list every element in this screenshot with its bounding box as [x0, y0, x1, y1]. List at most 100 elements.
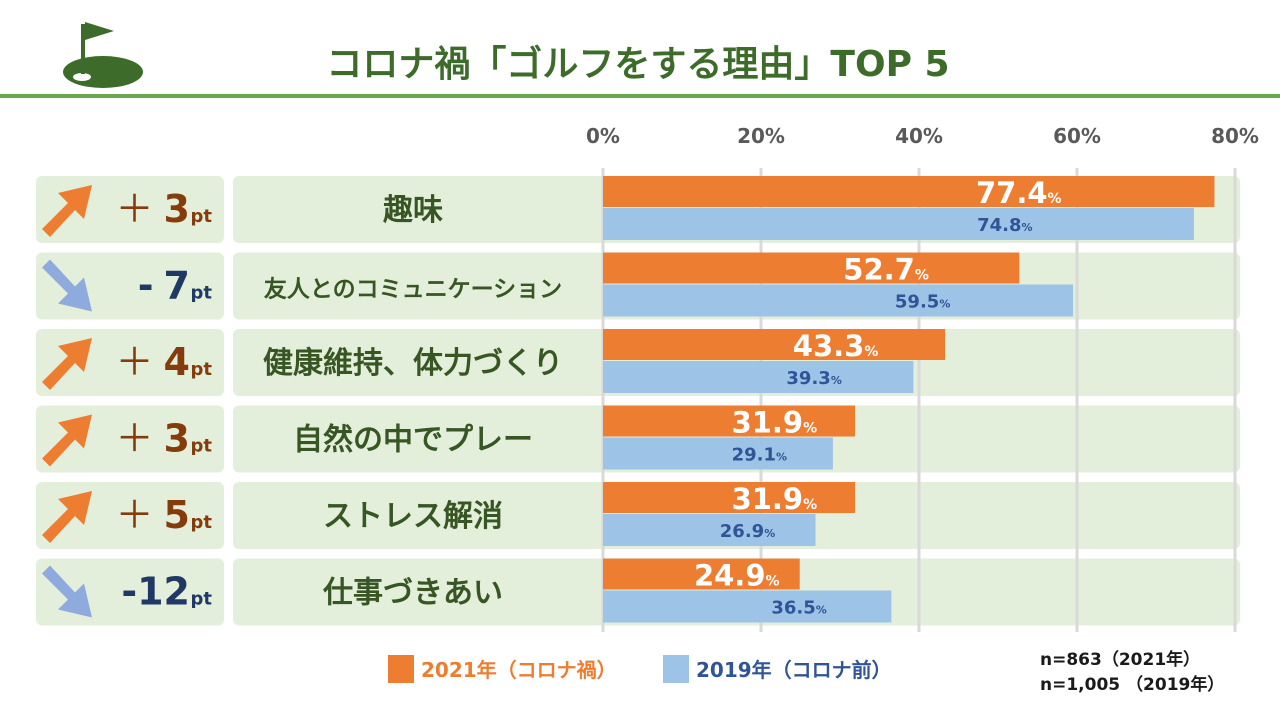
x-tick-label: 0%: [586, 124, 620, 148]
bar-2019-value: 26.9%: [720, 521, 775, 542]
bar-2019-value-number: 74.8: [977, 215, 1021, 236]
legend-label-2019: 2019年（コロナ前）: [696, 658, 892, 682]
change-number: 5: [164, 493, 190, 537]
bar-2021-value-unit: %: [1048, 191, 1062, 207]
bar-2021: [603, 558, 800, 590]
bar-2021-value: 43.3%: [793, 329, 879, 363]
legend-swatch-2021: [388, 655, 414, 683]
bar-2021-value: 77.4%: [976, 176, 1062, 210]
change-value: -12: [121, 570, 190, 614]
change-number: 3: [164, 417, 190, 461]
x-tick-label: 60%: [1053, 124, 1101, 148]
bar-2021-value-number: 52.7: [843, 253, 915, 287]
bar-2019: [603, 208, 1194, 240]
category-label: 仕事づきあい: [322, 576, 503, 611]
change-unit: pt: [191, 283, 213, 304]
chart-rows: ＋ 3 pt 趣味- 7 pt 友人とのコミュニケーション＋ 4 pt 健康維持、体力づくり＋ 3 p…: [36, 176, 1240, 626]
page-title: コロナ禍「ゴルフをする理由」TOP 5: [326, 43, 949, 85]
bar-2019-value-number: 36.5: [771, 598, 815, 619]
arrow-up-icon: [42, 338, 92, 390]
change-number: 4: [164, 340, 190, 384]
change-sign: ＋: [116, 493, 154, 537]
bar-2021: [603, 176, 1215, 207]
bar-2021: [603, 405, 856, 437]
category-label: ストレス解消: [323, 499, 503, 534]
bar-2019-value: 39.3%: [786, 368, 841, 389]
change-sign: ＋: [116, 417, 154, 461]
sample-size-2021: n=863（2021年）: [1040, 649, 1200, 670]
bar-2021: [603, 329, 946, 360]
bar-2019-value: 74.8%: [977, 215, 1032, 236]
change-value: ＋ 3: [116, 417, 190, 461]
bars: 77.4%74.8%52.7%59.5%43.3%39.3%31.9%29.1%…: [603, 176, 1215, 623]
change-sign: ＋: [116, 340, 154, 384]
bar-2019-value-unit: %: [816, 604, 827, 617]
bar-2019-value-number: 59.5: [895, 292, 939, 313]
bar-2019-value-unit: %: [939, 298, 950, 311]
change-sign: ＋: [116, 187, 154, 231]
category-label: 健康維持、体力づくり: [263, 346, 563, 381]
bar-2019-value: 59.5%: [895, 292, 950, 313]
bar-2019-value-number: 29.1: [732, 445, 776, 466]
arrow-down-icon: [42, 259, 92, 312]
change-unit: pt: [191, 436, 213, 457]
bar-2019-value: 36.5%: [771, 598, 826, 619]
category-label: 自然の中でプレー: [293, 423, 533, 458]
x-tick-label: 80%: [1211, 124, 1259, 148]
arrow-down-icon: [42, 565, 92, 618]
bar-2021-value: 24.9%: [694, 559, 780, 593]
category-label: 友人とのコミュニケーション: [264, 277, 562, 303]
bar-2021-value-number: 43.3: [793, 329, 865, 363]
bar-2021-value-number: 31.9: [732, 406, 804, 440]
x-axis-ticks: 0% 20% 40% 60% 80%: [586, 124, 1259, 148]
bar-2019-value-number: 39.3: [786, 368, 830, 389]
bar-2021-value-number: 24.9: [694, 559, 766, 593]
bar-2021-value-unit: %: [766, 574, 780, 590]
sample-size-2019: n=1,005 （2019年）: [1040, 674, 1224, 695]
x-tick-label: 40%: [895, 124, 943, 148]
change-number: 7: [164, 264, 190, 308]
bar-2021-value-unit: %: [803, 421, 817, 437]
legend-label-2021: 2021年（コロナ禍）: [421, 658, 617, 682]
change-value: ＋ 3: [116, 187, 190, 231]
bar-2019: [603, 514, 816, 546]
bar-2021-value: 31.9%: [732, 406, 818, 440]
bar-2019-value: 29.1%: [732, 445, 787, 466]
bar-2019-value-unit: %: [831, 374, 842, 387]
change-unit: pt: [191, 512, 213, 533]
change-value: -7: [138, 264, 190, 308]
bar-2021-value-number: 31.9: [732, 482, 804, 516]
change-value: ＋ 4: [116, 340, 190, 384]
bar-2021-value: 52.7%: [843, 253, 929, 287]
gridlines: [601, 168, 1237, 632]
title-underline: [0, 94, 1280, 98]
bar-2019: [603, 590, 892, 623]
change-value: ＋ 5: [116, 493, 190, 537]
bar-2019-value-number: 26.9: [720, 521, 764, 542]
x-tick-label: 20%: [737, 124, 785, 148]
legend: 2021年（コロナ禍） 2019年（コロナ前）: [388, 655, 892, 683]
bar-2019: [603, 437, 833, 470]
bar-2021: [603, 252, 1020, 284]
bar-2019: [603, 361, 914, 393]
bar-2021-value-unit: %: [864, 344, 878, 360]
arrow-up-icon: [42, 491, 92, 543]
bar-2021: [603, 482, 856, 513]
category-label: 趣味: [383, 193, 443, 228]
bar-2019-value-unit: %: [776, 451, 787, 464]
bar-2021-value-unit: %: [803, 497, 817, 513]
bar-2021-value: 31.9%: [732, 482, 818, 516]
change-unit: pt: [191, 206, 213, 227]
bar-2019: [603, 284, 1074, 317]
bar-2021-value-unit: %: [915, 268, 929, 284]
arrow-up-icon: [42, 414, 92, 467]
change-unit: pt: [191, 359, 213, 380]
bar-2021-value-number: 77.4: [976, 176, 1048, 210]
bar-2019-value-unit: %: [1022, 221, 1033, 234]
golf-flag-icon: [63, 22, 143, 88]
change-sign: -: [121, 570, 137, 614]
change-sign: -: [138, 264, 154, 308]
change-unit: pt: [191, 589, 213, 610]
bar-2019-value-unit: %: [764, 527, 775, 540]
